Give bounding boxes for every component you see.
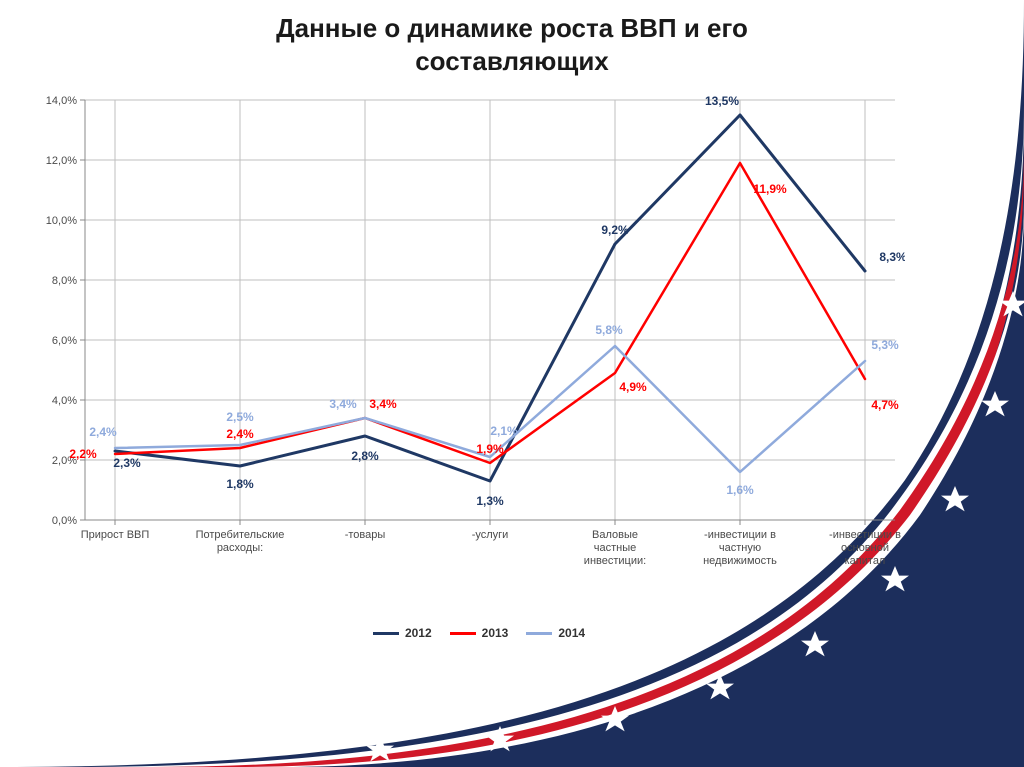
- chart-title: Данные о динамике роста ВВП и его состав…: [0, 12, 1024, 77]
- point-label: 2,1%: [490, 424, 518, 438]
- point-label: 4,7%: [871, 398, 899, 412]
- point-label: 4,9%: [619, 380, 647, 394]
- point-label: 1,6%: [726, 483, 754, 497]
- x-category-label: -инвестиции в: [704, 529, 776, 541]
- point-label: 1,3%: [476, 494, 504, 508]
- x-category-label: частные: [594, 542, 637, 554]
- x-category-label: расходы:: [217, 542, 263, 554]
- title-line2: составляющих: [415, 46, 609, 76]
- y-tick-label: 10,0%: [46, 215, 77, 227]
- point-label: 5,3%: [871, 338, 899, 352]
- legend-label: 2013: [482, 626, 509, 640]
- y-tick-label: 12,0%: [46, 155, 77, 167]
- point-label: 13,5%: [705, 94, 739, 108]
- point-label: 2,5%: [226, 410, 254, 424]
- y-tick-label: 4,0%: [52, 395, 77, 407]
- point-label: 2,8%: [351, 449, 379, 463]
- y-tick-label: 8,0%: [52, 275, 77, 287]
- x-category-label: основной: [841, 542, 889, 554]
- point-label: 1,9%: [476, 442, 504, 456]
- point-label: 9,2%: [601, 223, 629, 237]
- legend-label: 2012: [405, 626, 432, 640]
- chart-legend: 2012 2013 2014: [35, 626, 905, 640]
- chart-area: 0,0%2,0%4,0%6,0%8,0%10,0%12,0%14,0%Приро…: [35, 90, 905, 650]
- x-category-label: Потребительские: [196, 529, 285, 541]
- x-category-label: -инвестиции в: [829, 529, 901, 541]
- point-label: 2,3%: [113, 456, 141, 470]
- x-category-label: -товары: [345, 529, 386, 541]
- point-label: 2,4%: [226, 427, 254, 441]
- point-label: 2,2%: [69, 447, 97, 461]
- point-label: 8,3%: [879, 250, 905, 264]
- legend-swatch: [526, 632, 552, 635]
- x-category-label: -услуги: [472, 529, 509, 541]
- y-tick-label: 0,0%: [52, 515, 77, 527]
- legend-label: 2014: [558, 626, 585, 640]
- point-label: 3,4%: [329, 397, 357, 411]
- title-line1: Данные о динамике роста ВВП и его: [276, 13, 748, 43]
- legend-swatch: [373, 632, 399, 635]
- x-category-label: инвестиции:: [584, 555, 646, 567]
- line-chart: 0,0%2,0%4,0%6,0%8,0%10,0%12,0%14,0%Приро…: [35, 90, 905, 650]
- y-tick-label: 6,0%: [52, 335, 77, 347]
- point-label: 11,9%: [753, 182, 787, 196]
- x-category-label: недвижимость: [703, 555, 777, 567]
- point-label: 1,8%: [226, 477, 254, 491]
- slide: Данные о динамике роста ВВП и его состав…: [0, 0, 1024, 767]
- legend-swatch: [450, 632, 476, 635]
- y-tick-label: 14,0%: [46, 95, 77, 107]
- point-label: 2,4%: [89, 425, 117, 439]
- x-category-label: капитал: [845, 555, 886, 567]
- point-label: 5,8%: [595, 323, 623, 337]
- x-category-label: Валовые: [592, 529, 638, 541]
- point-label: 3,4%: [369, 397, 397, 411]
- x-category-label: частную: [719, 542, 761, 554]
- x-category-label: Прирост ВВП: [81, 529, 150, 541]
